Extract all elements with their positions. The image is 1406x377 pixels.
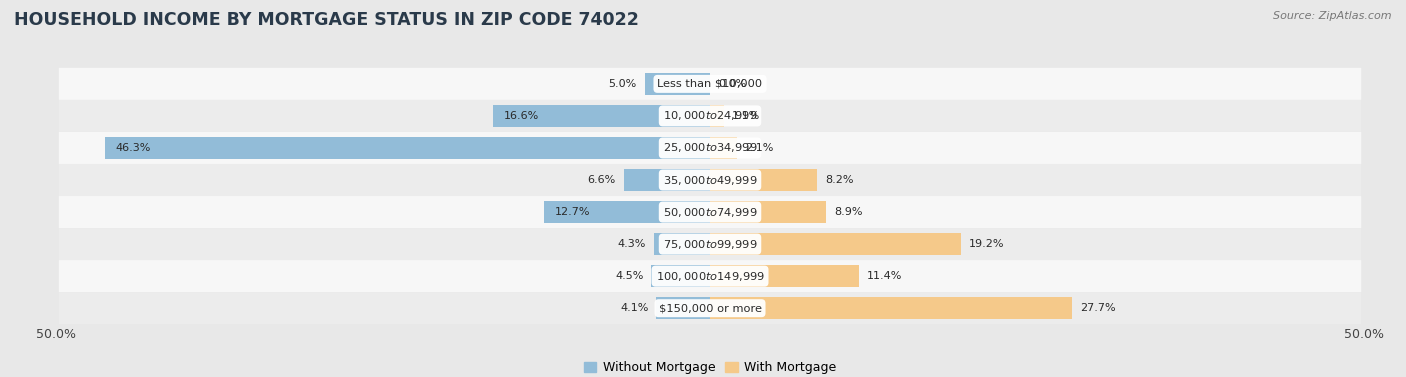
FancyBboxPatch shape [59, 68, 1361, 100]
Text: 16.6%: 16.6% [503, 111, 538, 121]
Text: $50,000 to $74,999: $50,000 to $74,999 [662, 205, 758, 219]
Bar [657, 297, 710, 319]
Bar [104, 137, 710, 159]
Text: 5.0%: 5.0% [609, 79, 637, 89]
Bar [654, 233, 710, 255]
Bar [710, 137, 738, 159]
Text: 1.1%: 1.1% [733, 111, 761, 121]
Text: $25,000 to $34,999: $25,000 to $34,999 [662, 141, 758, 155]
Bar [624, 169, 710, 191]
Text: 27.7%: 27.7% [1080, 303, 1116, 313]
FancyBboxPatch shape [59, 228, 1361, 260]
Bar [644, 73, 710, 95]
Text: 0.0%: 0.0% [718, 79, 747, 89]
FancyBboxPatch shape [59, 164, 1361, 196]
Text: 6.6%: 6.6% [588, 175, 616, 185]
Bar [651, 265, 710, 287]
Text: $10,000 to $24,999: $10,000 to $24,999 [662, 109, 758, 123]
Bar [710, 105, 724, 127]
Text: 19.2%: 19.2% [969, 239, 1004, 249]
FancyBboxPatch shape [59, 196, 1361, 228]
Text: HOUSEHOLD INCOME BY MORTGAGE STATUS IN ZIP CODE 74022: HOUSEHOLD INCOME BY MORTGAGE STATUS IN Z… [14, 11, 638, 29]
Text: 8.9%: 8.9% [834, 207, 863, 217]
Text: $100,000 to $149,999: $100,000 to $149,999 [655, 270, 765, 283]
Text: Source: ZipAtlas.com: Source: ZipAtlas.com [1274, 11, 1392, 21]
Text: 4.3%: 4.3% [617, 239, 645, 249]
Bar [710, 233, 962, 255]
Text: $150,000 or more: $150,000 or more [658, 303, 762, 313]
Text: 46.3%: 46.3% [115, 143, 150, 153]
Text: Less than $10,000: Less than $10,000 [658, 79, 762, 89]
Text: 2.1%: 2.1% [745, 143, 773, 153]
Text: $75,000 to $99,999: $75,000 to $99,999 [662, 238, 758, 251]
Text: 12.7%: 12.7% [554, 207, 591, 217]
Legend: Without Mortgage, With Mortgage: Without Mortgage, With Mortgage [583, 362, 837, 374]
Text: 11.4%: 11.4% [868, 271, 903, 281]
Bar [710, 201, 827, 223]
Bar [710, 297, 1073, 319]
Bar [710, 265, 859, 287]
Bar [494, 105, 710, 127]
FancyBboxPatch shape [59, 260, 1361, 292]
Text: 8.2%: 8.2% [825, 175, 853, 185]
Bar [544, 201, 710, 223]
FancyBboxPatch shape [59, 292, 1361, 324]
FancyBboxPatch shape [59, 132, 1361, 164]
Text: 4.1%: 4.1% [620, 303, 648, 313]
FancyBboxPatch shape [59, 100, 1361, 132]
Bar [710, 169, 817, 191]
Text: 4.5%: 4.5% [614, 271, 644, 281]
Text: $35,000 to $49,999: $35,000 to $49,999 [662, 173, 758, 187]
